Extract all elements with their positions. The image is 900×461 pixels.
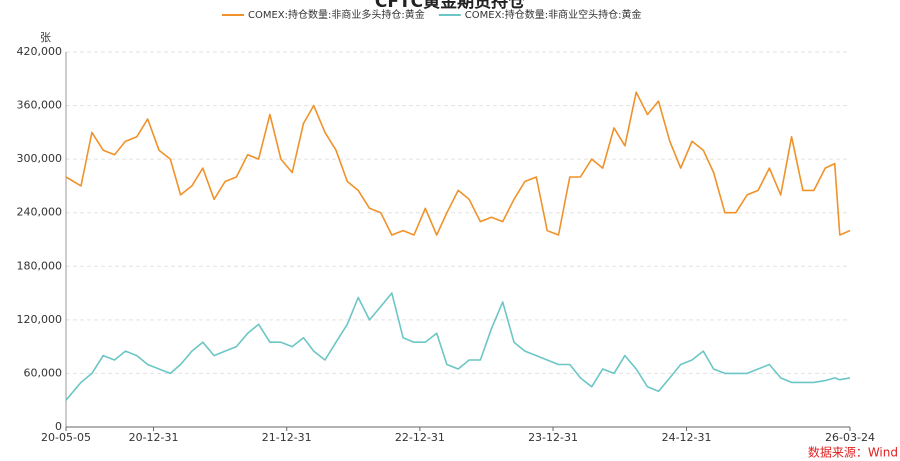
y-tick-label: 0 [55,420,62,433]
legend-label: COMEX:持仓数量:非商业多头持仓:黄金 [248,8,425,21]
y-tick-label: 180,000 [17,259,63,272]
y-tick-label: 300,000 [17,152,63,165]
y-tick-label: 360,000 [17,99,63,112]
x-tick-label: 24-12-31 [662,431,712,444]
legend-label: COMEX:持仓数量:非商业空头持仓:黄金 [465,8,642,21]
y-unit: 张 [40,31,51,44]
y-tick-label: 120,000 [17,313,63,326]
chart-title: CFTC黄金期货持仓 [375,0,526,12]
x-tick-label: 26-03-24 [825,431,875,444]
series-line [65,91,851,236]
y-tick-label: 240,000 [17,206,63,219]
series-line [65,292,851,401]
x-tick-label: 22-12-31 [395,431,445,444]
y-tick-label: 420,000 [17,45,63,58]
x-tick-label: 23-12-31 [528,431,578,444]
x-tick-label: 20-12-31 [129,431,179,444]
y-tick-label: 60,000 [24,366,63,379]
x-tick-label: 21-12-31 [262,431,312,444]
x-tick-label: 20-05-05 [41,431,91,444]
source: 数据来源：Wind [808,445,898,460]
